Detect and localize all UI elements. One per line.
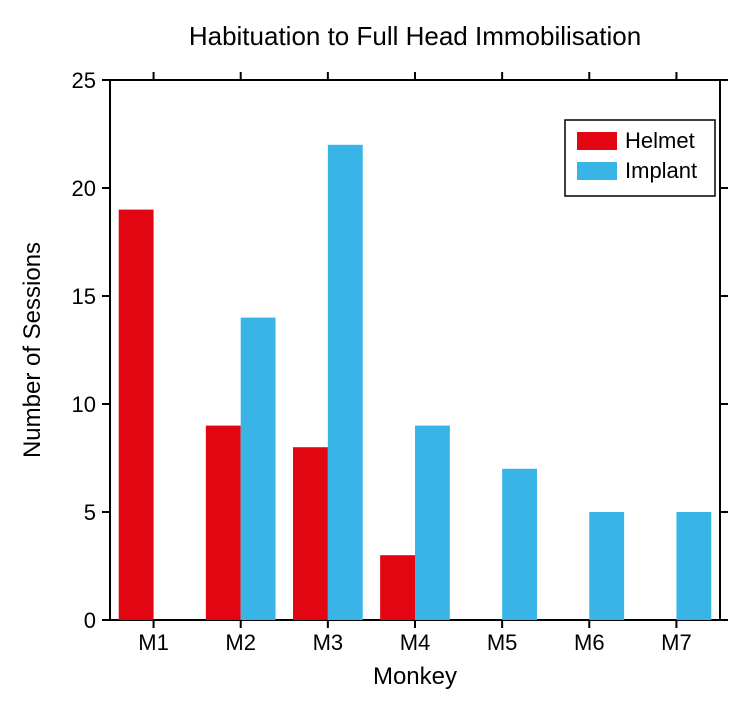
bar-implant xyxy=(241,318,276,620)
bar-helmet xyxy=(206,426,241,620)
bar-implant xyxy=(328,145,363,620)
bar-helmet xyxy=(380,555,415,620)
legend-swatch xyxy=(577,132,617,150)
bar-helmet xyxy=(293,447,328,620)
y-tick-label: 20 xyxy=(72,176,96,201)
legend-label: Helmet xyxy=(625,128,695,153)
y-tick-label: 5 xyxy=(84,500,96,525)
y-tick-label: 10 xyxy=(72,392,96,417)
x-tick-label: M7 xyxy=(661,630,692,655)
x-tick-label: M5 xyxy=(487,630,518,655)
bar-implant xyxy=(589,512,624,620)
y-tick-label: 0 xyxy=(84,608,96,633)
bar-implant xyxy=(502,469,537,620)
bar-helmet xyxy=(119,210,154,620)
y-tick-label: 25 xyxy=(72,68,96,93)
bar-implant xyxy=(676,512,711,620)
chart-container: 0 5 10 15 20 25 M1 M2 M3 M4 M5 M6 M7 Monkey Number of … xyxy=(0,0,750,719)
bar-implant xyxy=(415,426,450,620)
y-axis-label: Number of Sessions xyxy=(19,242,46,458)
x-tick-label: M4 xyxy=(400,630,431,655)
x-tick-label: M2 xyxy=(225,630,256,655)
x-tick-label: M3 xyxy=(313,630,344,655)
x-tick-label: M1 xyxy=(138,630,169,655)
x-tick-label: M6 xyxy=(574,630,605,655)
bar-chart: 0 5 10 15 20 25 M1 M2 M3 M4 M5 M6 M7 Monkey Number of … xyxy=(0,0,750,719)
legend-label: Implant xyxy=(625,158,697,183)
legend-swatch xyxy=(577,162,617,180)
y-tick-label: 15 xyxy=(72,284,96,309)
chart-title: Habituation to Full Head Immobilisation xyxy=(189,21,641,51)
x-axis-label: Monkey xyxy=(373,663,457,690)
